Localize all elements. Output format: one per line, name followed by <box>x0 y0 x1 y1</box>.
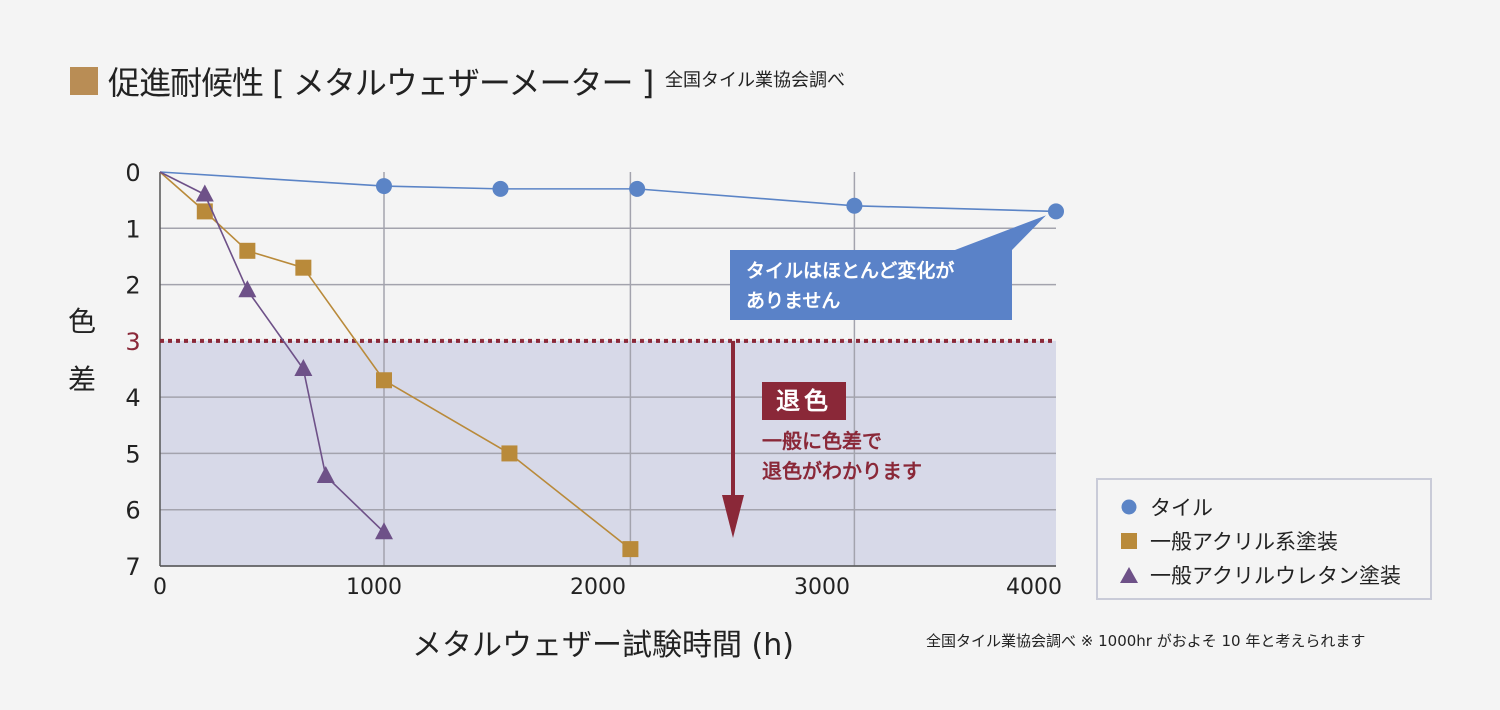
y-axis-label-char-2: 差 <box>68 363 97 396</box>
legend-label-urethane: 一般アクリルウレタン塗装 <box>1150 564 1401 588</box>
y-tick-label: 4 <box>125 384 140 412</box>
point-urethane <box>375 522 393 540</box>
x-tick-label: 1000 <box>346 575 402 600</box>
triangle-marker-icon <box>1116 566 1142 584</box>
point-tile <box>492 180 509 197</box>
point-acrylic <box>295 259 312 276</box>
square-marker-icon <box>1116 532 1142 550</box>
circle-marker-icon <box>1116 498 1142 516</box>
x-tick-label: 0 <box>153 575 167 600</box>
y-tick-label: 0 <box>125 159 140 187</box>
y-tick-label: 6 <box>125 497 140 525</box>
y-tick-label: 1 <box>125 215 140 243</box>
point-tile <box>846 197 863 214</box>
title-square-icon <box>70 67 98 95</box>
point-acrylic <box>376 372 392 389</box>
legend: タイル 一般アクリル系塗装 一般アクリルウレタン塗装 <box>1096 478 1432 600</box>
x-tick-label: 2000 <box>570 575 626 600</box>
series-line-urethane <box>159 171 385 533</box>
y-tick-label: 7 <box>125 553 140 581</box>
point-urethane <box>316 465 335 483</box>
footnote: 全国タイル業協会調べ ※ 1000hr がおよそ 10 年と考えられます <box>926 632 1366 650</box>
callout-pointer <box>955 215 1046 250</box>
point-acrylic <box>622 541 639 558</box>
chart-title-row: 促進耐候性 [ メタルウェザーメーター ] <box>70 58 654 104</box>
legend-item-acrylic: 一般アクリル系塗装 <box>1116 524 1430 558</box>
series-line-tile <box>159 171 1057 213</box>
y-tick-label: 2 <box>125 272 140 300</box>
chart-title: 促進耐候性 [ メタルウェザーメーター ] <box>108 64 654 102</box>
y-tick-label: 3 <box>125 328 140 356</box>
legend-label-tile: タイル <box>1150 496 1213 520</box>
point-urethane <box>294 359 313 376</box>
point-tile <box>629 180 646 197</box>
point-acrylic <box>501 445 518 462</box>
tile-callout: タイルはほとんど変化が ありません <box>730 250 1012 320</box>
x-axis-label: メタルウェザー試験時間 (h) <box>412 628 794 663</box>
point-acrylic <box>239 242 256 259</box>
y-axis-label-char-1: 色 <box>68 305 97 338</box>
point-acrylic <box>196 203 213 220</box>
point-tile <box>376 178 392 195</box>
point-urethane <box>238 280 257 298</box>
fade-arrow-head <box>722 495 744 538</box>
fade-note-line-1: 一般に色差で <box>762 429 882 453</box>
legend-item-urethane: 一般アクリルウレタン塗装 <box>1116 558 1430 592</box>
legend-label-acrylic: 一般アクリル系塗装 <box>1150 530 1338 554</box>
point-urethane <box>195 184 214 202</box>
x-tick-label: 4000 <box>1006 575 1062 600</box>
fade-badge: 退色 <box>762 382 846 420</box>
x-tick-label: 3000 <box>794 575 850 600</box>
point-tile <box>1048 203 1064 220</box>
fade-note: 一般に色差で 退色がわかります <box>762 426 922 486</box>
tile-callout-line-2: ありません <box>746 290 841 312</box>
fade-note-line-2: 退色がわかります <box>762 459 922 483</box>
source-note: 全国タイル業協会調べ <box>665 70 845 91</box>
tile-callout-line-1: タイルはほとんど変化が <box>746 260 955 282</box>
legend-item-tile: タイル <box>1116 490 1430 524</box>
y-tick-label: 5 <box>125 440 140 468</box>
